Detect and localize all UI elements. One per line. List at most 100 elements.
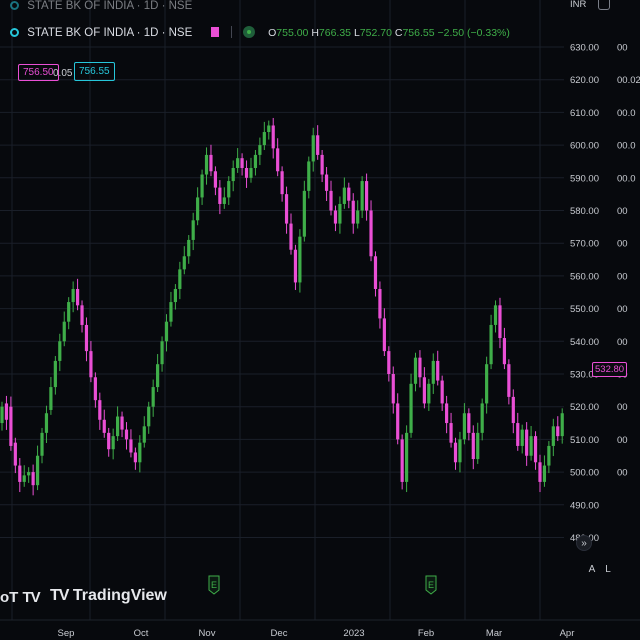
candle-body	[231, 167, 235, 182]
price-tick-label: 490.00	[570, 500, 599, 511]
earnings-marker-icon	[208, 575, 220, 595]
auto-scale-button[interactable]: A	[588, 564, 596, 575]
secondary-tick-label: 00.0	[617, 173, 636, 184]
candle-body	[75, 288, 80, 306]
candle-body	[551, 426, 555, 446]
candle-body	[307, 161, 311, 191]
price-tick-label: 590.00	[570, 173, 599, 184]
legend-row-top[interactable]: STATE BK OF INDIA · 1D · NSE	[10, 0, 192, 12]
candle-body	[178, 269, 182, 289]
candle-body	[400, 439, 404, 482]
price-tick-label: 550.00	[570, 304, 599, 315]
candle-body	[173, 288, 177, 303]
candle-body	[453, 442, 458, 463]
candle-body	[542, 465, 547, 482]
candle-body	[222, 197, 226, 204]
secondary-tick-label: 00	[617, 435, 628, 446]
candle-body	[169, 302, 173, 322]
flag-icon	[211, 27, 220, 37]
candle-body	[9, 406, 13, 446]
candle-body	[218, 187, 222, 204]
candle-body	[556, 426, 560, 437]
candle-body	[409, 383, 413, 433]
candle-body	[436, 360, 440, 381]
candle-body	[187, 239, 191, 257]
time-tick-label: Nov	[199, 628, 216, 639]
scroll-to-realtime-button[interactable]: »	[576, 535, 592, 551]
price-tick-label: 500.00	[570, 468, 599, 479]
price-tick-label: 600.00	[570, 141, 599, 152]
settings-icon[interactable]	[598, 0, 610, 10]
candle-body	[422, 377, 426, 404]
candle-body	[0, 406, 4, 424]
ohlc-change: −2.50 (−0.33%)	[437, 27, 510, 39]
candle-body	[284, 194, 289, 224]
ohlc-o-label: O	[268, 27, 277, 39]
buy-button[interactable]: 756.55	[74, 62, 115, 81]
time-axis[interactable]: Sep Oct Nov Dec 2023 Feb Mar Apr	[0, 619, 640, 639]
legend-symbol-top: STATE BK OF INDIA · 1D · NSE	[27, 0, 193, 12]
candle-body	[413, 357, 418, 384]
secondary-tick-label: 00.02	[617, 75, 640, 86]
candle-body	[53, 360, 57, 388]
candle-body	[489, 324, 493, 365]
candle-body	[120, 416, 124, 430]
candle-body	[396, 403, 400, 440]
axis-bg	[564, 0, 640, 640]
secondary-tick-label: 00.0	[617, 141, 636, 152]
candle-body	[138, 442, 142, 463]
candle-body	[493, 305, 498, 325]
candle-body	[142, 426, 146, 443]
secondary-tick-label: 00	[617, 239, 628, 250]
candle-body	[271, 125, 275, 149]
candle-body	[369, 210, 373, 257]
candle-body	[351, 200, 355, 224]
grid-lines	[0, 0, 640, 620]
price-tick-label: 510.00	[570, 435, 599, 446]
candle-body	[160, 341, 164, 365]
candle-body	[476, 432, 480, 460]
log-scale-button[interactable]: L	[605, 564, 611, 575]
candle-body	[445, 403, 449, 424]
candle-body	[520, 429, 524, 446]
candle-body	[62, 321, 66, 342]
candle-body	[516, 423, 520, 446]
logo-fragment-icon: oT TV	[0, 589, 41, 606]
candle-body	[302, 190, 306, 237]
candle-body	[89, 351, 93, 378]
candle-body	[98, 400, 102, 420]
candle-body	[147, 406, 151, 427]
candle-body	[102, 419, 106, 433]
candles	[0, 117, 582, 496]
secondary-tick-label: 00.0	[617, 108, 636, 119]
candle-body	[347, 187, 351, 201]
candle-body	[182, 256, 186, 270]
candle-body	[462, 413, 466, 440]
tradingview-logo[interactable]: TV TradingView	[50, 587, 167, 605]
candle-body	[342, 187, 346, 204]
price-tick-label: 530.00	[570, 370, 599, 381]
price-tick-label: 630.00	[570, 43, 599, 54]
candle-body	[427, 383, 431, 404]
candle-body	[382, 318, 386, 352]
candle-body	[338, 203, 342, 224]
candle-body	[316, 135, 320, 155]
candle-body	[4, 403, 9, 420]
candle-body	[324, 174, 329, 191]
candle-body	[209, 154, 213, 172]
candle-body	[71, 288, 75, 303]
sell-button[interactable]: 756.50	[18, 64, 59, 81]
time-tick-label: Dec	[271, 628, 288, 639]
ohlc-c-label: C	[394, 27, 403, 39]
legend-row[interactable]: STATE BK OF INDIA · 1D · NSE O755.00 H76…	[10, 26, 510, 39]
currency-label[interactable]: INR	[570, 0, 587, 10]
candle-body	[196, 197, 200, 221]
legend-symbol: STATE BK OF INDIA · 1D · NSE	[27, 27, 193, 39]
time-tick-label: Mar	[486, 628, 502, 639]
candle-body	[289, 223, 293, 250]
candle-body	[262, 132, 266, 146]
price-tick-label: 620.00	[570, 75, 599, 86]
candle-body	[373, 256, 378, 289]
